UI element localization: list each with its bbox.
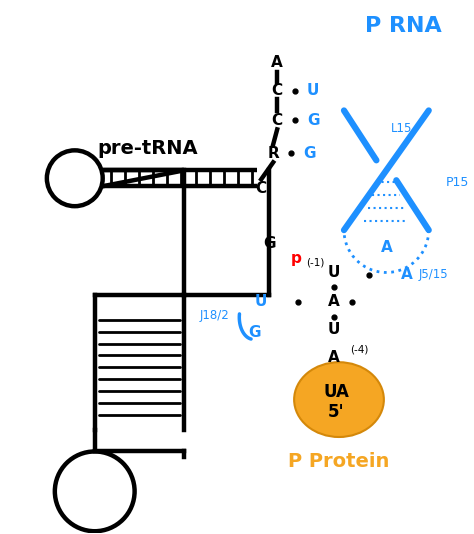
Text: U: U: [328, 265, 340, 280]
Text: 5': 5': [328, 403, 344, 421]
Text: p: p: [291, 250, 301, 265]
Text: A: A: [328, 294, 340, 309]
Text: A: A: [401, 268, 413, 282]
Text: C: C: [255, 180, 267, 196]
Text: P Protein: P Protein: [288, 452, 390, 471]
Text: U: U: [307, 83, 319, 98]
Text: G: G: [248, 325, 261, 340]
Text: pre-tRNA: pre-tRNA: [97, 139, 198, 158]
Text: G: G: [307, 113, 319, 128]
Text: P RNA: P RNA: [365, 15, 442, 36]
Text: J5/15: J5/15: [419, 269, 448, 281]
Text: G: G: [263, 235, 275, 250]
Text: C: C: [272, 113, 283, 128]
Text: A: A: [381, 240, 393, 255]
Text: (-4): (-4): [350, 345, 368, 355]
Text: G: G: [303, 146, 315, 161]
Text: J18/2: J18/2: [200, 309, 229, 323]
Ellipse shape: [294, 362, 384, 437]
Text: A: A: [328, 350, 340, 365]
Text: L15: L15: [391, 122, 412, 135]
Text: R: R: [267, 146, 279, 161]
Text: U: U: [255, 294, 267, 309]
Text: UA: UA: [323, 383, 349, 400]
Text: P15: P15: [446, 176, 469, 189]
Text: C: C: [272, 83, 283, 98]
Text: U: U: [328, 323, 340, 337]
Text: A: A: [271, 55, 283, 70]
Text: (-1): (-1): [306, 257, 324, 267]
